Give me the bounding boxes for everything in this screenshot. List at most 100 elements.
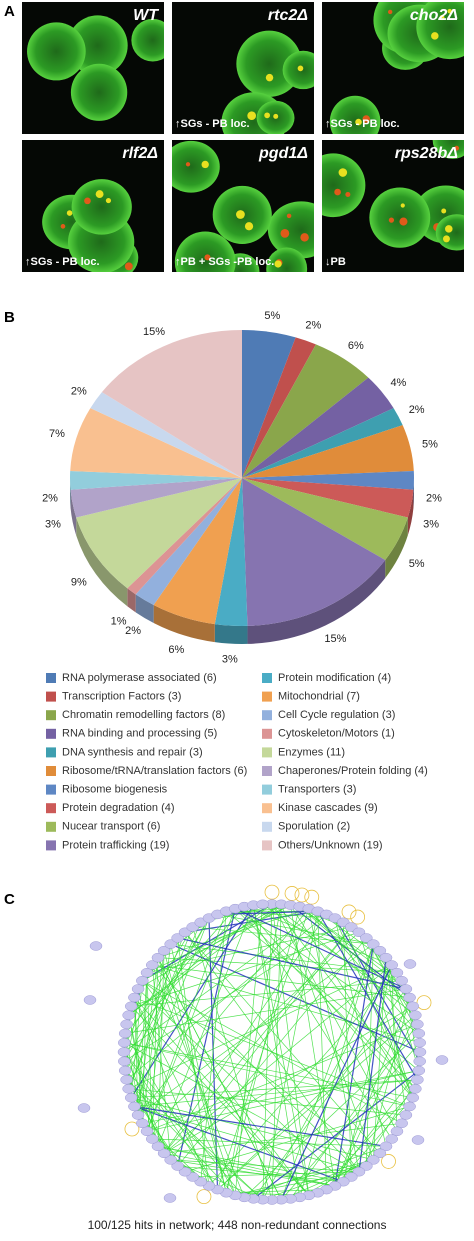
network-edge (244, 906, 414, 1098)
network-edge (141, 950, 165, 1124)
network-node (409, 1084, 422, 1094)
legend-swatch (262, 840, 272, 851)
legend-label: Protein trafficking (19) (62, 839, 169, 851)
slice-side (214, 624, 248, 644)
legend-label: Nucear transport (6) (62, 821, 160, 833)
network-node (435, 1055, 449, 1065)
network-node (140, 1126, 154, 1137)
network-node (124, 1092, 138, 1103)
slice (242, 344, 369, 478)
slice-side (407, 489, 414, 536)
network-edge (134, 1105, 387, 1147)
legend-swatch (46, 803, 56, 814)
cell (131, 18, 164, 62)
slice-side (413, 478, 414, 508)
cells (329, 2, 464, 134)
network-node (151, 1141, 165, 1152)
granule (345, 191, 351, 197)
data-label: 4% (390, 377, 406, 389)
granule (388, 217, 395, 223)
network-edge (208, 918, 219, 1190)
network-node (390, 1126, 404, 1137)
slice (90, 392, 243, 478)
slice (242, 425, 414, 478)
data-label: 2% (409, 404, 425, 416)
self-loop (294, 887, 310, 903)
legend-label: Protein degradation (4) (62, 802, 175, 814)
network-node (136, 975, 149, 986)
granule (297, 65, 304, 72)
network-edge (142, 980, 402, 1124)
slice (76, 478, 242, 589)
network-node (373, 1148, 387, 1159)
network-edge (385, 957, 420, 1071)
network-node (256, 899, 269, 910)
cell (266, 247, 308, 272)
network-node (411, 1135, 425, 1145)
legend-label: Others/Unknown (19) (278, 839, 383, 851)
network-edge (134, 917, 210, 1107)
legend-label: Protein modification (4) (278, 672, 391, 684)
network-node (403, 1101, 416, 1112)
network-edge (163, 964, 392, 1154)
slice-side (76, 517, 128, 607)
granule (244, 222, 254, 231)
network-edge (131, 980, 402, 1007)
network-edge (235, 1159, 374, 1196)
network-node (163, 1193, 177, 1203)
granule (274, 260, 282, 268)
granule (212, 272, 220, 280)
legend-label: RNA binding and processing (5) (62, 728, 217, 740)
network-edge (280, 943, 374, 1200)
granule (280, 229, 290, 238)
network-edge (125, 988, 406, 1034)
network-node (146, 1134, 159, 1144)
network-edge (253, 1070, 420, 1200)
network-edge (170, 1159, 263, 1201)
granule (84, 197, 91, 205)
network-node (140, 967, 154, 978)
network-edge (124, 1042, 413, 1099)
network-node (385, 960, 398, 970)
network-node (128, 1101, 141, 1112)
data-label: 7% (49, 428, 65, 440)
network-edge (334, 944, 374, 1187)
slice (242, 330, 296, 478)
granule (264, 112, 270, 119)
granule (334, 188, 341, 196)
legend-label: Ribosome/tRNA/translation factors (6) (62, 765, 247, 777)
network-node (367, 1155, 380, 1165)
network-node (122, 1010, 135, 1020)
cell (416, 2, 464, 60)
granule (400, 203, 405, 208)
data-label: 3% (45, 518, 61, 530)
slice-side (70, 478, 71, 508)
data-label: 6% (348, 340, 364, 352)
legend-swatch (262, 766, 272, 776)
network-edge (226, 1189, 327, 1194)
network-edge (253, 988, 407, 1200)
network-edge (177, 908, 236, 1167)
slice (214, 478, 248, 626)
data-label: 5% (422, 438, 438, 450)
cell (329, 95, 381, 134)
slice (153, 478, 242, 625)
network-edge (308, 908, 360, 1172)
network-edge (146, 908, 236, 1132)
granule (286, 213, 292, 219)
network-edge (184, 932, 381, 1154)
strain-label: rtc2Δ (268, 7, 308, 24)
granule (431, 32, 439, 40)
slice-side (127, 588, 136, 613)
micrograph: rtc2Δ ↑SGs - PB loc. (172, 2, 314, 134)
network-node (131, 1110, 145, 1120)
cells (221, 30, 314, 134)
data-label: 2% (305, 320, 321, 332)
granule (439, 15, 445, 21)
data-label: 1% (111, 616, 127, 628)
phenotype-note: ↑PB + SGs -PB loc. (175, 256, 274, 268)
network-edge (299, 906, 413, 1007)
network-node (411, 1074, 424, 1085)
legend-label: Ribosome biogenesis (62, 784, 168, 796)
